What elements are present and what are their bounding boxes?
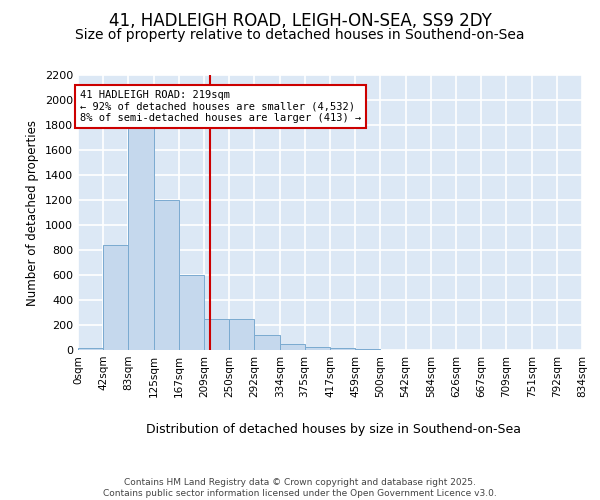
Bar — [280, 344, 305, 350]
Bar — [229, 319, 254, 350]
Text: Distribution of detached houses by size in Southend-on-Sea: Distribution of detached houses by size … — [146, 422, 521, 436]
Bar — [205, 319, 229, 350]
Bar — [254, 335, 280, 350]
Bar — [103, 245, 128, 350]
Text: Size of property relative to detached houses in Southend-on-Sea: Size of property relative to detached ho… — [75, 28, 525, 42]
Bar — [78, 348, 103, 350]
Y-axis label: Number of detached properties: Number of detached properties — [26, 120, 40, 306]
Bar — [128, 125, 154, 350]
Text: 41 HADLEIGH ROAD: 219sqm
← 92% of detached houses are smaller (4,532)
8% of semi: 41 HADLEIGH ROAD: 219sqm ← 92% of detach… — [80, 90, 361, 123]
Bar — [154, 200, 179, 350]
Bar — [305, 347, 330, 350]
Bar — [179, 275, 205, 350]
Bar — [330, 348, 355, 350]
Text: Contains HM Land Registry data © Crown copyright and database right 2025.
Contai: Contains HM Land Registry data © Crown c… — [103, 478, 497, 498]
Text: 41, HADLEIGH ROAD, LEIGH-ON-SEA, SS9 2DY: 41, HADLEIGH ROAD, LEIGH-ON-SEA, SS9 2DY — [109, 12, 491, 30]
